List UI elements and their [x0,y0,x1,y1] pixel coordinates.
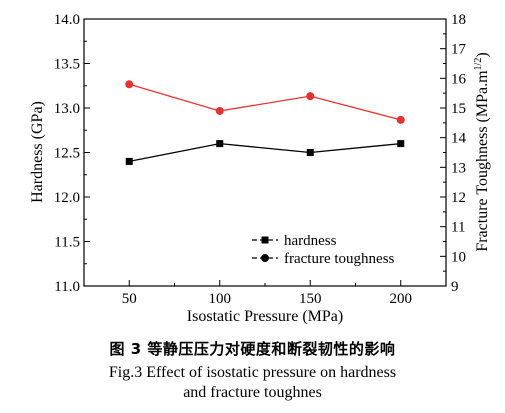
plot-frame [83,18,447,287]
y-right-tick-label: 9 [451,279,459,295]
y-right-tick-label: 13 [451,160,466,176]
x-tick-label: 200 [390,291,413,307]
y-left-tick-label: 11.0 [54,279,80,295]
hardness-point [216,140,224,148]
axis-ticks: 11.0 11.5 12.0 12.5 13.0 13.5 14.0 9 10 11 12 13 14 1… [54,12,467,307]
y-axis-right-label: Fracture Toughness (MPa.m1/2) [473,52,491,251]
fracture-toughness-point [396,115,405,124]
y-right-tick-label: 15 [451,101,466,117]
y-right-tick-label: 11 [451,220,465,236]
legend-label: fracture toughness [284,251,395,267]
chart-svg: 11.0 11.5 12.0 12.5 13.0 13.5 14.0 9 10 11 12 13 14 1… [29,12,491,325]
y-left-tick-label: 12.0 [54,190,80,206]
y-right-tick-label: 14 [451,131,467,147]
hardness-point [397,140,405,148]
y-left-tick-label: 13.5 [54,57,80,73]
series-line-fracture-toughness [129,83,401,121]
x-tick-label: 50 [122,291,137,307]
y-left-tick-label: 13.0 [54,101,80,117]
fracture-toughness-point [125,80,134,89]
y-axis-left-label: Hardness (GPa) [29,101,46,203]
legend-label: hardness [284,233,337,249]
y-right-tick-label: 17 [451,42,467,58]
fracture-toughness-point [306,92,315,101]
plot-border [83,18,447,287]
figure-caption-english-line2: and fracture toughnes [183,384,322,401]
series-line-hardness [129,142,401,163]
series-layer [125,80,405,165]
y-axis-right-label-close: ) [474,52,491,57]
y-axis-right-label-main: Fracture Toughness (MPa.m [474,70,491,252]
hardness-point [125,157,133,165]
x-tick-label: 100 [209,291,232,307]
figure-caption-english-line1: Fig.3 Effect of isostatic pressure on ha… [108,364,397,381]
y-right-tick-label: 10 [451,249,466,265]
y-axis-right-label-exponent: 1/2 [473,58,484,71]
y-right-tick-label: 12 [451,190,466,206]
x-tick-label: 150 [299,291,322,307]
figure-caption-chinese: 图 3 等静压压力对硬度和断裂韧性的影响 [109,340,396,358]
legend-circle-marker [261,254,269,262]
legend: hardness fracture toughness [252,233,395,267]
legend-square-marker [261,236,269,244]
fracture-toughness-point [215,106,224,115]
y-right-tick-label: 16 [451,71,467,87]
y-right-tick-label: 18 [451,12,466,28]
x-axis-label: Isostatic Pressure (MPa) [187,308,343,325]
hardness-point [306,149,314,156]
y-left-tick-label: 11.5 [54,235,80,251]
y-left-tick-label: 14.0 [54,12,80,28]
y-left-tick-label: 12.5 [54,146,80,162]
